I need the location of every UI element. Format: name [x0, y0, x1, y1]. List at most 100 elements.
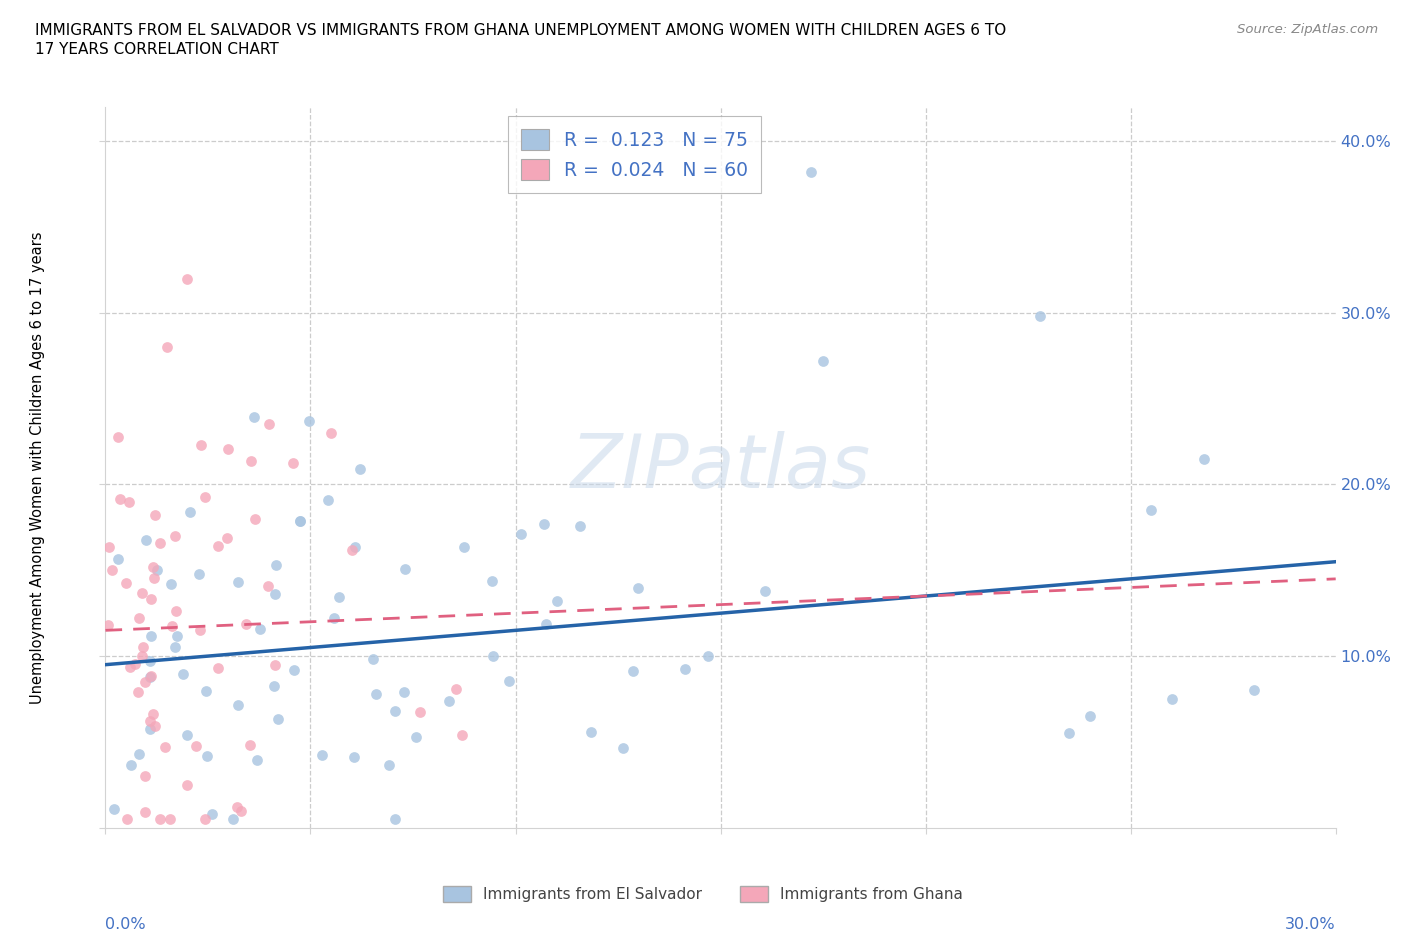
- Point: [263, 658, 285, 672]
- Point: [115, 812, 138, 827]
- Point: [405, 730, 427, 745]
- Point: [160, 618, 183, 633]
- Point: [131, 586, 153, 601]
- Point: [546, 594, 568, 609]
- Point: [194, 812, 217, 827]
- Point: [394, 561, 416, 576]
- Point: [163, 640, 186, 655]
- Point: [288, 513, 311, 528]
- Point: [190, 437, 212, 452]
- Point: [249, 622, 271, 637]
- Point: [534, 617, 557, 631]
- Point: [266, 558, 288, 573]
- Point: [319, 426, 342, 441]
- Point: [179, 505, 201, 520]
- Point: [257, 578, 280, 593]
- Point: [673, 661, 696, 676]
- Point: [627, 580, 650, 595]
- Point: [110, 492, 132, 507]
- Point: [134, 674, 156, 689]
- Point: [195, 749, 218, 764]
- Point: [446, 682, 468, 697]
- Point: [100, 563, 122, 578]
- Point: [135, 533, 157, 548]
- Point: [97, 618, 120, 632]
- Point: [343, 750, 366, 764]
- Point: [364, 686, 387, 701]
- Point: [239, 737, 262, 752]
- Point: [328, 590, 350, 604]
- Point: [349, 461, 371, 476]
- Point: [195, 684, 218, 699]
- Point: [139, 713, 162, 728]
- Point: [392, 684, 415, 699]
- Point: [533, 516, 555, 531]
- Point: [97, 539, 120, 554]
- Point: [134, 768, 156, 783]
- Point: [409, 704, 432, 719]
- Point: [217, 531, 239, 546]
- Point: [1243, 683, 1265, 698]
- Point: [311, 747, 333, 762]
- Point: [176, 728, 198, 743]
- Point: [142, 706, 165, 721]
- Point: [283, 662, 305, 677]
- Point: [143, 718, 166, 733]
- Text: Source: ZipAtlas.com: Source: ZipAtlas.com: [1237, 23, 1378, 36]
- Point: [188, 566, 211, 581]
- Point: [103, 802, 125, 817]
- Point: [811, 353, 834, 368]
- Point: [159, 576, 181, 591]
- Point: [259, 417, 281, 432]
- Point: [482, 648, 505, 663]
- Point: [696, 648, 718, 663]
- Point: [263, 679, 285, 694]
- Point: [1194, 451, 1216, 466]
- Point: [184, 738, 207, 753]
- Text: ZIPatlas: ZIPatlas: [571, 432, 870, 503]
- Point: [384, 703, 406, 718]
- Point: [344, 539, 367, 554]
- Point: [207, 660, 229, 675]
- Point: [166, 629, 188, 644]
- Text: Unemployment Among Women with Children Ages 6 to 17 years: Unemployment Among Women with Children A…: [31, 231, 45, 704]
- Point: [156, 339, 179, 354]
- Point: [221, 812, 243, 827]
- Point: [139, 592, 162, 607]
- Legend: Immigrants from El Salvador, Immigrants from Ghana: Immigrants from El Salvador, Immigrants …: [437, 880, 969, 909]
- Point: [138, 654, 160, 669]
- Point: [153, 739, 176, 754]
- Point: [288, 513, 311, 528]
- Point: [143, 508, 166, 523]
- Point: [128, 610, 150, 625]
- Point: [298, 413, 321, 428]
- Point: [127, 684, 149, 699]
- Point: [281, 455, 304, 470]
- Point: [579, 724, 602, 739]
- Point: [267, 711, 290, 726]
- Point: [165, 604, 187, 618]
- Point: [139, 670, 162, 684]
- Point: [115, 576, 138, 591]
- Point: [229, 804, 252, 818]
- Point: [107, 430, 129, 445]
- Point: [754, 583, 776, 598]
- Point: [800, 165, 823, 179]
- Point: [264, 587, 287, 602]
- Point: [1160, 692, 1182, 707]
- Point: [176, 777, 198, 792]
- Point: [142, 570, 165, 585]
- Point: [194, 490, 217, 505]
- Point: [107, 552, 129, 567]
- Point: [131, 649, 153, 664]
- Point: [1029, 309, 1052, 324]
- Point: [139, 722, 162, 737]
- Point: [1078, 709, 1101, 724]
- Point: [149, 535, 172, 550]
- Point: [235, 617, 257, 631]
- Point: [207, 538, 229, 553]
- Point: [612, 740, 634, 755]
- Point: [509, 526, 531, 541]
- Point: [124, 657, 146, 671]
- Point: [378, 758, 401, 773]
